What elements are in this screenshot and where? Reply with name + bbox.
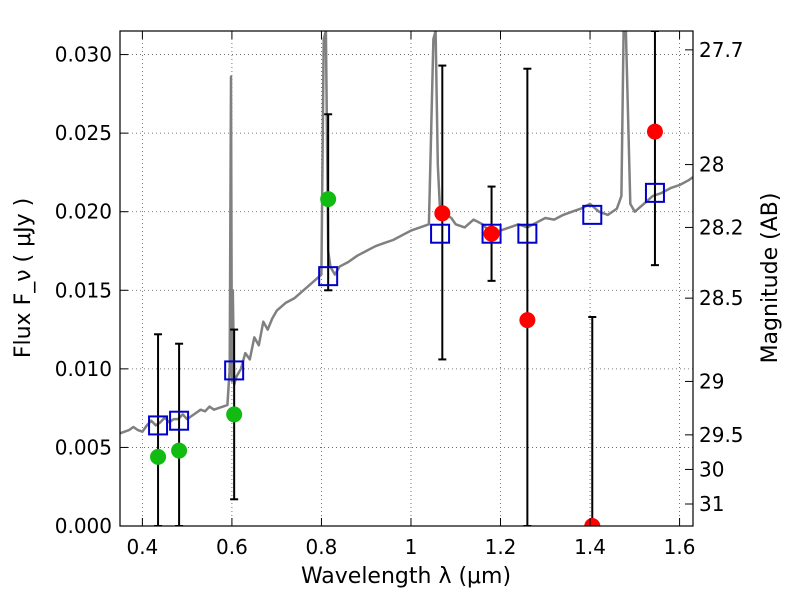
green-point-1 [171, 442, 188, 459]
model-box-2 [224, 360, 245, 381]
right-tick-label-5: 29.5 [699, 423, 744, 447]
x-tick-label-4: 1.2 [485, 535, 517, 559]
model-box-5 [481, 223, 502, 244]
right-axis-label: Magnitude (AB) [758, 193, 783, 364]
y-tick-label-1: 0.005 [55, 435, 112, 459]
right-tick-label-4: 29 [699, 369, 724, 393]
red-point-0 [434, 205, 451, 222]
model-spectrum-line [120, 31, 693, 435]
y-tick-label-2: 0.010 [55, 357, 112, 381]
red-point-1 [483, 225, 500, 242]
model-box-1 [169, 410, 190, 431]
right-tick-label-0: 27.7 [699, 38, 744, 62]
y-tick-label-0: 0.000 [55, 514, 112, 538]
model-box-4 [430, 223, 451, 244]
red-point-3 [584, 518, 601, 526]
y-tick-labels: 0.000 0.005 0.010 0.015 0.020 0.025 0.030 [55, 43, 112, 538]
right-tick-labels: 27.7 28 28.2 28.5 29 29.5 30 31 [699, 38, 744, 516]
x-tick-label-5: 1.4 [574, 535, 606, 559]
y-tick-label-6: 0.030 [55, 43, 112, 67]
x-tick-label-2: 0.8 [306, 535, 338, 559]
model-box-3 [318, 266, 339, 287]
plot-frame [119, 30, 694, 527]
x-tick-label-3: 1 [405, 535, 418, 559]
green-point-0 [150, 448, 167, 465]
x-tick-label-6: 1.6 [664, 535, 696, 559]
grid [120, 31, 693, 527]
y-tick-label-5: 0.025 [55, 121, 112, 145]
green-point-3 [320, 191, 337, 208]
green-detections [150, 191, 337, 465]
red-detections [434, 123, 663, 526]
model-box-0 [148, 415, 169, 436]
x-tick-label-1: 0.6 [216, 535, 248, 559]
green-point-2 [226, 406, 243, 423]
model-box-8 [644, 182, 665, 203]
red-point-2 [519, 312, 536, 329]
right-tick-label-7: 31 [699, 492, 724, 516]
x-tick-label-0: 0.4 [126, 535, 158, 559]
y-tick-label-4: 0.020 [55, 200, 112, 224]
right-tick-label-3: 28.5 [699, 286, 744, 310]
x-axis-label: Wavelength λ (μm) [301, 564, 511, 589]
right-tick-label-2: 28.2 [699, 215, 744, 239]
right-tick-label-1: 28 [699, 153, 724, 177]
model-bandpass-boxes [148, 182, 665, 436]
model-box-7 [582, 204, 603, 225]
y-tick-label-3: 0.015 [55, 278, 112, 302]
right-tick-label-6: 30 [699, 457, 724, 481]
x-tick-labels: 0.4 0.6 0.8 1 1.2 1.4 1.6 [126, 535, 695, 559]
axis-ticks [120, 31, 693, 527]
y-axis-label: Flux F_ν ( μJy ) [11, 198, 36, 358]
plot-content [120, 31, 693, 526]
red-point-4 [646, 123, 663, 140]
model-box-6 [517, 223, 538, 244]
